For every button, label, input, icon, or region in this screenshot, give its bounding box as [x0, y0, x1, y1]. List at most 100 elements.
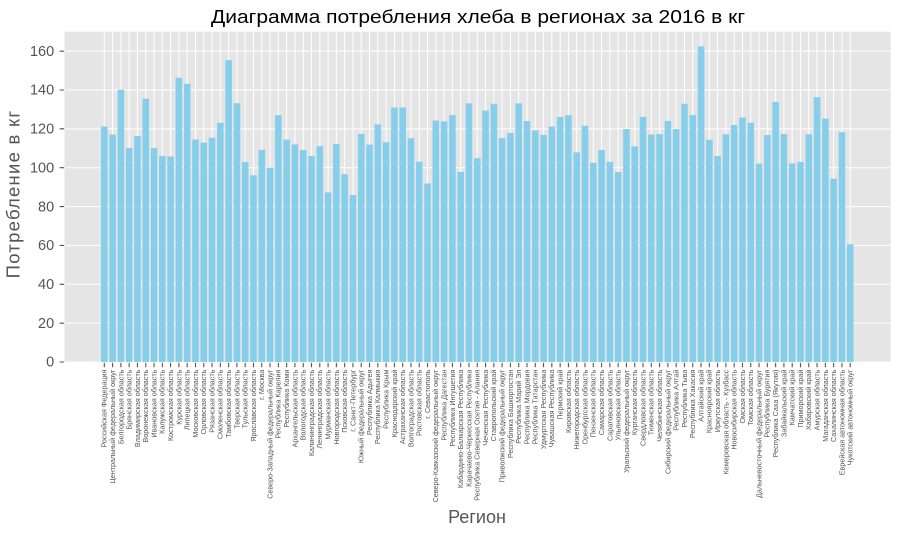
svg-text:Липецкая область: Липецкая область — [183, 369, 192, 430]
svg-text:Еврейская автономная область: Еврейская автономная область — [837, 369, 846, 475]
svg-text:20: 20 — [38, 316, 54, 332]
svg-text:Амурская область: Амурская область — [812, 369, 821, 430]
svg-text:Камчатский край: Камчатский край — [788, 370, 797, 426]
svg-text:Чувашская Республика: Чувашская Республика — [547, 370, 556, 448]
svg-text:Республика Марий Эл: Республика Марий Эл — [514, 370, 523, 444]
svg-text:Республика Татарстан: Республика Татарстан — [531, 370, 540, 445]
svg-text:Орловская область: Орловская область — [199, 369, 208, 434]
svg-text:Астраханская область: Астраханская область — [398, 369, 407, 444]
svg-text:Северо-Кавказский федеральный: Северо-Кавказский федеральный округ — [431, 369, 440, 502]
svg-text:Республика Алтай: Республика Алтай — [672, 370, 681, 431]
svg-text:Дальневосточный федеральный ок: Дальневосточный федеральный округ — [754, 369, 763, 498]
svg-text:Ленинградская область: Ленинградская область — [315, 369, 324, 448]
svg-text:Российская Федерация: Российская Федерация — [100, 370, 109, 448]
svg-text:Ростовская область: Ростовская область — [415, 369, 424, 436]
svg-text:Волгоградская область: Волгоградская область — [406, 369, 415, 447]
svg-text:Республика Башкортостан: Республика Башкортостан — [506, 370, 515, 458]
svg-text:Республика Хакасия: Республика Хакасия — [688, 369, 697, 438]
svg-text:Свердловская область: Свердловская область — [638, 369, 647, 446]
svg-text:Ставропольский край: Ставропольский край — [489, 370, 498, 442]
svg-text:Воронежская область: Воронежская область — [141, 369, 150, 442]
svg-text:Краснодарский край: Краснодарский край — [390, 370, 399, 438]
svg-text:Чукотский автономный округ: Чукотский автономный округ — [846, 369, 855, 465]
svg-text:Приволжский федеральный округ: Приволжский федеральный округ — [498, 369, 507, 482]
svg-text:Вологодская область: Вологодская область — [299, 369, 308, 440]
svg-text:Костромская область: Костромская область — [166, 369, 175, 441]
svg-text:Республика Северная Осетия - А: Республика Северная Осетия - Алания — [473, 370, 482, 501]
svg-text:Оренбургская область: Оренбургская область — [580, 369, 589, 444]
svg-text:Тюменская область: Тюменская область — [647, 369, 656, 435]
svg-text:Республика Адыгея: Республика Адыгея — [365, 370, 374, 436]
svg-text:Кировская область: Кировская область — [564, 369, 573, 433]
svg-text:Приморский край: Приморский край — [796, 370, 805, 428]
svg-text:г. Москва: г. Москва — [257, 370, 266, 400]
svg-text:Южный федеральный округ: Южный федеральный округ — [357, 369, 366, 463]
svg-text:Сибирский федеральный округ: Сибирский федеральный округ — [663, 369, 672, 474]
svg-text:Рязанская область: Рязанская область — [207, 369, 216, 432]
svg-text:Самарская область: Самарская область — [597, 369, 606, 435]
svg-text:г. Севастополь: г. Севастополь — [423, 369, 432, 418]
svg-text:Республика Калмыкия: Республика Калмыкия — [373, 370, 382, 445]
svg-text:Ульяновская область: Ульяновская область — [614, 369, 623, 440]
svg-text:Тульская область: Тульская область — [241, 369, 250, 428]
svg-text:Новосибирская область: Новосибирская область — [730, 369, 739, 449]
svg-text:Владимирская область: Владимирская область — [133, 369, 142, 447]
svg-text:Белгородская область: Белгородская область — [116, 369, 125, 444]
svg-text:Республика Коми: Республика Коми — [282, 370, 291, 428]
svg-text:Пензенская область: Пензенская область — [589, 369, 598, 437]
svg-text:Чеченская Республика: Чеченская Республика — [481, 370, 490, 446]
svg-text:Республика Крым: Республика Крым — [381, 370, 390, 429]
svg-text:140: 140 — [30, 83, 54, 99]
svg-text:100: 100 — [30, 160, 54, 176]
svg-text:Забайкальский край: Забайкальский край — [779, 370, 788, 437]
svg-text:Калужская область: Калужская область — [158, 369, 167, 434]
svg-text:160: 160 — [30, 44, 54, 60]
svg-text:0: 0 — [46, 355, 54, 371]
svg-text:Республика Мордовия: Республика Мордовия — [522, 369, 531, 444]
svg-text:Иркутская область: Иркутская область — [713, 369, 722, 432]
svg-text:Ярославская область: Ярославская область — [249, 369, 258, 441]
svg-text:Псковская область: Псковская область — [340, 369, 349, 432]
svg-text:Ивановская область: Ивановская область — [149, 369, 158, 437]
svg-text:Сахалинская область: Сахалинская область — [829, 369, 838, 442]
svg-text:Курганская область: Курганская область — [630, 369, 639, 435]
svg-text:Хабаровский край: Хабаровский край — [804, 370, 813, 430]
svg-text:Томская область: Томская область — [746, 369, 755, 425]
svg-text:Московская область: Московская область — [191, 369, 200, 437]
svg-text:Саратовская область: Саратовская область — [605, 369, 614, 441]
svg-text:Регион: Регион — [448, 507, 506, 527]
svg-text:Мурманская область: Мурманская область — [323, 369, 332, 439]
svg-text:Карачаево-Черкесская Республик: Карачаево-Черкесская Республика — [464, 370, 473, 487]
svg-text:80: 80 — [38, 199, 54, 215]
svg-text:60: 60 — [38, 238, 54, 254]
svg-text:Центральный федеральный округ: Центральный федеральный округ — [108, 369, 117, 483]
svg-text:Диаграмма потребления хлеба в: Диаграмма потребления хлеба в регионах з… — [211, 7, 745, 27]
svg-text:Архангельская область: Архангельская область — [290, 369, 299, 447]
svg-text:Брянская область: Брянская область — [125, 369, 134, 429]
svg-text:Республика Саха (Якутия): Республика Саха (Якутия) — [771, 370, 780, 458]
svg-text:Республика Ингушетия: Республика Ингушетия — [448, 369, 457, 446]
svg-text:Смоленская область: Смоленская область — [216, 369, 225, 439]
svg-text:40: 40 — [38, 277, 54, 293]
svg-text:Тверская область: Тверская область — [232, 369, 241, 428]
svg-text:Северо-Западный федеральный ок: Северо-Западный федеральный округ — [265, 369, 274, 499]
svg-text:Кемеровская область - Кузбасс: Кемеровская область - Кузбасс — [721, 369, 730, 474]
svg-text:Красноярский край: Красноярский край — [705, 370, 714, 434]
svg-text:Республика Карелия: Республика Карелия — [274, 370, 283, 439]
svg-text:Тамбовская область: Тамбовская область — [224, 369, 233, 437]
svg-text:г. Санкт-Петербург: г. Санкт-Петербург — [348, 369, 357, 431]
svg-text:Кабардино-Балкарская Республик: Кабардино-Балкарская Республика — [456, 370, 465, 488]
svg-text:Удмуртская Республика: Удмуртская Республика — [539, 370, 548, 450]
svg-text:Пермский край: Пермский край — [556, 370, 565, 420]
svg-text:Потребление в кг: Потребление в кг — [3, 110, 24, 279]
svg-text:Магаданская область: Магаданская область — [821, 369, 830, 441]
svg-text:Республика Тыва: Республика Тыва — [680, 370, 689, 428]
svg-text:Республика Дагестан: Республика Дагестан — [440, 370, 449, 441]
svg-text:Республика Бурятия: Республика Бурятия — [763, 369, 772, 437]
svg-text:120: 120 — [30, 122, 54, 138]
svg-text:Алтайский край: Алтайский край — [696, 370, 705, 422]
svg-text:Курская область: Курская область — [174, 369, 183, 424]
svg-text:Новгородская область: Новгородская область — [332, 369, 341, 444]
svg-text:Калининградская область: Калининградская область — [307, 369, 316, 456]
svg-text:Нижегородская область: Нижегородская область — [572, 369, 581, 449]
